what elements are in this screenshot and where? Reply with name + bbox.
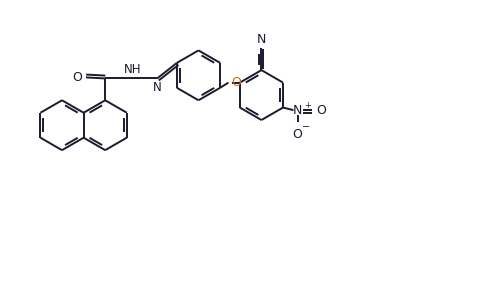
Text: NH: NH [123,63,141,77]
Text: O: O [72,71,82,84]
Text: O: O [293,128,302,141]
Text: N: N [153,81,161,93]
Text: N: N [293,104,302,117]
Text: −: − [302,122,310,132]
Text: +: + [304,102,311,110]
Text: O: O [231,76,241,89]
Text: O: O [316,104,326,117]
Text: N: N [257,33,266,46]
